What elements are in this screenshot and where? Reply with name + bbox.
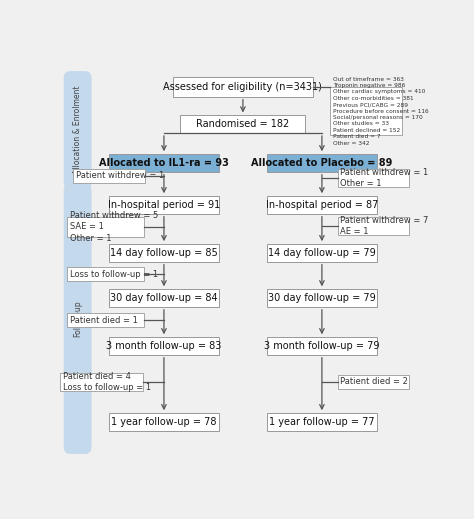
FancyBboxPatch shape [267, 154, 377, 172]
Text: 14 day follow-up = 85: 14 day follow-up = 85 [110, 248, 218, 258]
Text: Assessed for eligibility (n=3431): Assessed for eligibility (n=3431) [164, 82, 322, 92]
FancyBboxPatch shape [109, 337, 219, 355]
FancyBboxPatch shape [109, 154, 219, 172]
Text: In-hospital period = 91: In-hospital period = 91 [108, 200, 220, 210]
FancyBboxPatch shape [67, 267, 145, 281]
FancyBboxPatch shape [181, 115, 305, 133]
FancyBboxPatch shape [73, 169, 145, 183]
FancyBboxPatch shape [173, 77, 313, 97]
FancyBboxPatch shape [267, 413, 377, 431]
Text: 3 month follow-up = 79: 3 month follow-up = 79 [264, 341, 380, 351]
FancyBboxPatch shape [330, 88, 402, 134]
Text: Patient died = 2: Patient died = 2 [340, 377, 408, 387]
FancyBboxPatch shape [64, 184, 91, 454]
FancyBboxPatch shape [109, 413, 219, 431]
FancyBboxPatch shape [109, 289, 219, 307]
Text: 30 day follow-up = 84: 30 day follow-up = 84 [110, 293, 218, 303]
Text: Allocation & Enrolment: Allocation & Enrolment [73, 86, 82, 174]
FancyBboxPatch shape [267, 196, 377, 214]
Text: 1 year follow-up = 77: 1 year follow-up = 77 [269, 417, 375, 427]
FancyBboxPatch shape [267, 289, 377, 307]
FancyBboxPatch shape [267, 337, 377, 355]
Text: Patient died = 1: Patient died = 1 [70, 316, 138, 324]
Text: 30 day follow-up = 79: 30 day follow-up = 79 [268, 293, 376, 303]
Text: Patient withdrew = 1: Patient withdrew = 1 [76, 171, 164, 180]
FancyBboxPatch shape [337, 217, 409, 235]
Text: Randomised = 182: Randomised = 182 [196, 119, 290, 129]
FancyBboxPatch shape [267, 244, 377, 262]
Text: 1 year follow-up = 78: 1 year follow-up = 78 [111, 417, 217, 427]
Text: Patient died = 4
Loss to follow-up = 1: Patient died = 4 Loss to follow-up = 1 [63, 372, 151, 392]
Text: Follow-up: Follow-up [73, 301, 82, 337]
Text: Patient withdrew = 5
SAE = 1
Other = 1: Patient withdrew = 5 SAE = 1 Other = 1 [70, 211, 158, 243]
FancyBboxPatch shape [337, 169, 409, 187]
Text: Out of timeframe = 363
Troponin negative = 986
Other cardiac symptoms = 410
Othe: Out of timeframe = 363 Troponin negative… [333, 76, 429, 145]
Text: Patient withdrew = 7
AE = 1: Patient withdrew = 7 AE = 1 [340, 216, 429, 236]
Text: Patient withdrew = 1
Other = 1: Patient withdrew = 1 Other = 1 [340, 168, 428, 188]
FancyBboxPatch shape [60, 373, 143, 391]
FancyBboxPatch shape [109, 244, 219, 262]
Text: Allocated to IL1-ra = 93: Allocated to IL1-ra = 93 [99, 158, 229, 168]
FancyBboxPatch shape [337, 375, 409, 389]
Text: 3 month follow-up = 83: 3 month follow-up = 83 [106, 341, 222, 351]
FancyBboxPatch shape [109, 196, 219, 214]
FancyBboxPatch shape [67, 216, 145, 237]
FancyBboxPatch shape [67, 313, 145, 327]
FancyBboxPatch shape [64, 71, 91, 189]
Text: Allocated to Placebo = 89: Allocated to Placebo = 89 [251, 158, 392, 168]
Text: In-hospital period = 87: In-hospital period = 87 [266, 200, 378, 210]
Text: 14 day follow-up = 79: 14 day follow-up = 79 [268, 248, 376, 258]
Text: Loss to follow-up = 1: Loss to follow-up = 1 [70, 269, 158, 279]
